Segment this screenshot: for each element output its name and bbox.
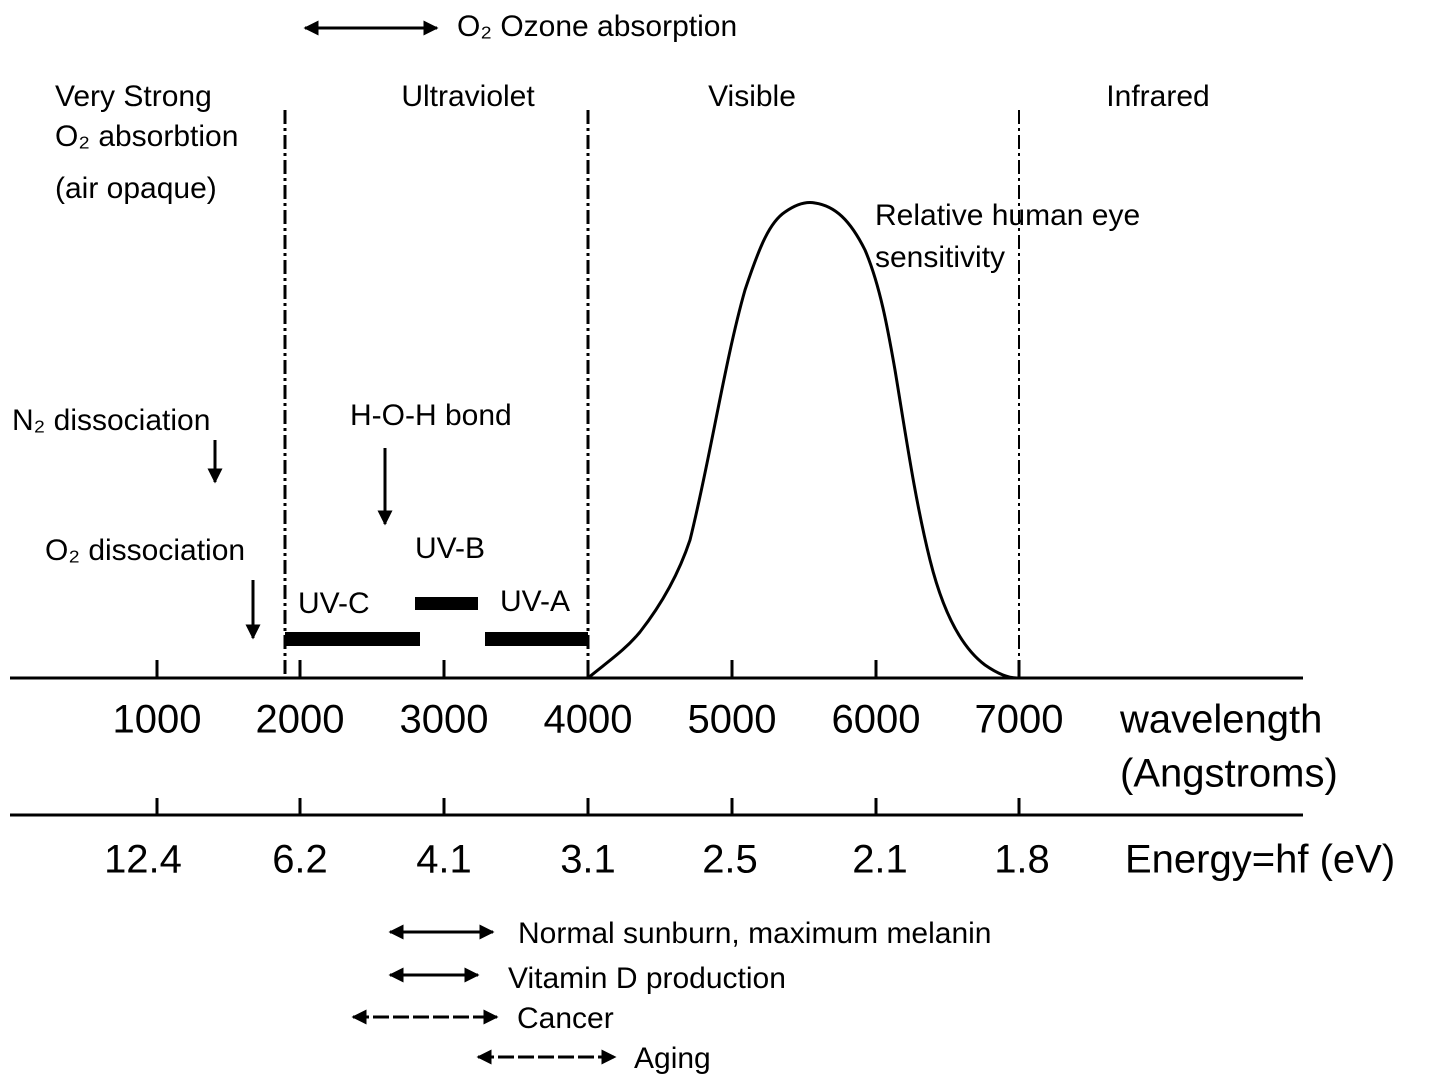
- region-label: Very Strong: [55, 80, 212, 113]
- band-label: UV-C: [298, 587, 370, 620]
- axis-label: Energy=hf (eV): [1125, 838, 1395, 882]
- eye-curve: [587, 201, 1018, 680]
- tick-label: 4.1: [416, 838, 472, 882]
- axis-label: wavelength: [1119, 698, 1322, 742]
- axis-label: (Angstroms): [1120, 752, 1338, 796]
- marker-label: N₂ dissociation: [12, 404, 210, 437]
- tick-label: 1000: [113, 698, 202, 742]
- effect-label: Vitamin D production: [508, 962, 786, 995]
- region-label: Ultraviolet: [401, 80, 535, 113]
- effect-label: Normal sunburn, maximum melanin: [518, 917, 992, 950]
- band-label: UV-A: [500, 585, 570, 618]
- tick-label: 3.1: [560, 838, 616, 882]
- tick-label: 6000: [832, 698, 921, 742]
- ozone-label: O₂ Ozone absorption: [457, 10, 737, 43]
- ticks: 1000 2000 3000 4000 5000 6000 7000 12.4 6.2 4.1 3.…: [104, 660, 1063, 882]
- uvc-band: [285, 632, 420, 646]
- effect-label: Aging: [634, 1042, 711, 1075]
- tick-label: 7000: [975, 698, 1064, 742]
- curve-label: Relative human eye: [875, 199, 1140, 232]
- region-label: Infrared: [1106, 80, 1209, 113]
- tick-label: 12.4: [104, 838, 182, 882]
- uva-band: [485, 632, 588, 646]
- effect-label: Cancer: [517, 1002, 614, 1035]
- region-label: O₂ absorbtion: [55, 120, 238, 153]
- tick-label: 1.8: [994, 838, 1050, 882]
- marker-label: H-O-H bond: [350, 399, 512, 432]
- marker-label: O₂ dissociation: [45, 534, 245, 567]
- tick-label: 2000: [256, 698, 345, 742]
- band-label: UV-B: [415, 532, 485, 565]
- region-label: Visible: [708, 80, 796, 113]
- tick-label: 5000: [688, 698, 777, 742]
- region-label: (air opaque): [55, 172, 217, 205]
- curve-label: sensitivity: [875, 241, 1005, 274]
- tick-label: 2.1: [852, 838, 908, 882]
- tick-label: 4000: [544, 698, 633, 742]
- tick-label: 6.2: [272, 838, 328, 882]
- tick-label: 2.5: [702, 838, 758, 882]
- tick-label: 3000: [400, 698, 489, 742]
- uvb-band: [415, 597, 478, 610]
